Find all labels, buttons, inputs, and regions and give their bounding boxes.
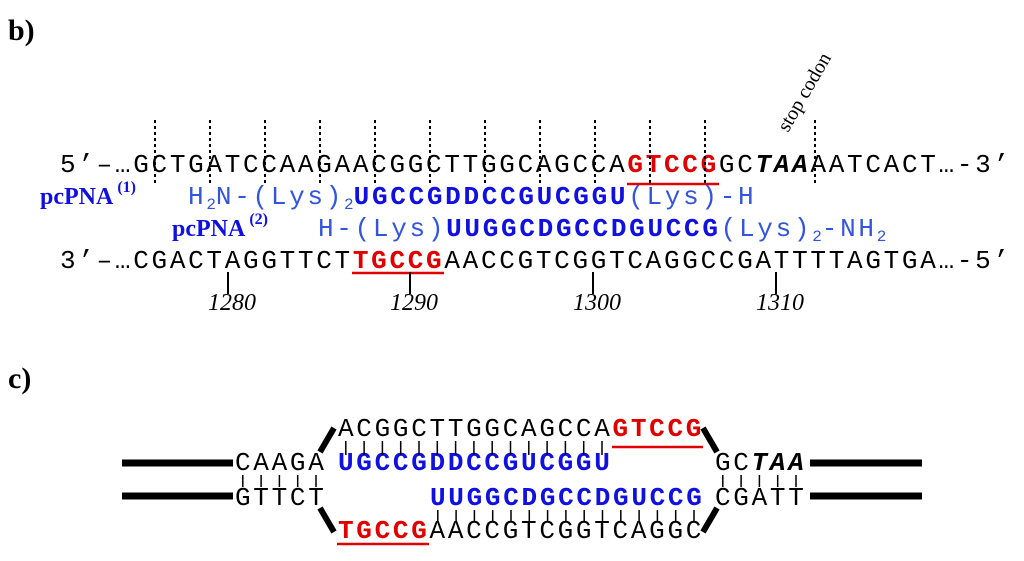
row3: GTTCT bbox=[235, 483, 327, 513]
seq: CAAGA bbox=[235, 448, 327, 478]
n-term: N-(Lys) bbox=[216, 182, 344, 212]
seq: AATCACT…-3’ bbox=[810, 150, 1011, 180]
n-term: H bbox=[188, 182, 206, 212]
site: TGCCG bbox=[338, 516, 430, 546]
site: GTCCG bbox=[613, 414, 705, 444]
stop-codon-label: stop codon bbox=[773, 49, 836, 136]
bottom-strand: 3’–…CGACTAGGTTCTTGCCGAACCGTCGGTCAGGCCGAT… bbox=[60, 246, 1012, 276]
panel-label: c) bbox=[8, 362, 31, 395]
c-term: (Lys)-H bbox=[628, 182, 756, 212]
position-label: 1290 bbox=[390, 290, 438, 316]
c-term: -NH bbox=[822, 214, 877, 244]
seq: ACGGCTTGGCAGCCA bbox=[338, 414, 613, 444]
seq: AACCGTCGGTCAGGC bbox=[430, 516, 705, 546]
row4: TGCCGAACCGTCGGTCAGGC bbox=[338, 516, 704, 546]
pna-seq: UUGGCDGCCDGUCCG bbox=[446, 214, 721, 244]
pna1: H2N-(Lys)2UGCCGDDCCGUCGGU(Lys)-H bbox=[188, 182, 756, 214]
seq: 5’–…GCTGATCCAAGAACGGCTTGGCAGCCA bbox=[60, 150, 627, 180]
top-strand: 5’–…GCTGATCCAAGAACGGCTTGGCAGCCAGTCCGGCTA… bbox=[60, 150, 1012, 180]
stop: TAA bbox=[756, 150, 811, 180]
duplex-arms bbox=[122, 426, 922, 534]
sub: 2 bbox=[344, 196, 354, 214]
pna-label: pcPNA (1) bbox=[40, 179, 136, 210]
sub: 2 bbox=[812, 228, 822, 246]
n-term: H-(Lys) bbox=[318, 214, 446, 244]
bulge bbox=[700, 506, 720, 534]
name: pcPNA bbox=[40, 184, 114, 210]
seq: 3’–…CGACTAGGTTCT bbox=[60, 246, 353, 276]
c-term: (Lys) bbox=[721, 214, 813, 244]
row3-pna: UUGGCDGCCDGUCCG bbox=[430, 483, 705, 513]
stop: TAA bbox=[752, 448, 807, 478]
sub: 2 bbox=[206, 196, 216, 214]
bulge bbox=[700, 426, 720, 454]
pna-label: pcPNA (2) bbox=[172, 211, 268, 242]
index: (2) bbox=[249, 211, 268, 228]
position-label: 1300 bbox=[573, 290, 621, 316]
position-label: 1280 bbox=[208, 290, 256, 316]
sub: 2 bbox=[877, 228, 887, 246]
pna-seq: UGCCGDDCCGUCGGU bbox=[354, 182, 629, 212]
site: GTCCG bbox=[627, 150, 719, 180]
bulge bbox=[317, 506, 337, 534]
row2: CAAGA bbox=[235, 448, 327, 478]
pna2: H-(Lys)UUGGCDGCCDGUCCG(Lys)2-NH2 bbox=[318, 214, 886, 246]
row2-right: GCTAA bbox=[715, 448, 807, 478]
row3-right: CGATT bbox=[715, 483, 807, 513]
panel-label: b) bbox=[8, 14, 35, 47]
position-label: 1310 bbox=[756, 290, 804, 316]
name: pcPNA bbox=[172, 216, 246, 242]
seq: GC bbox=[715, 448, 752, 478]
bulge bbox=[317, 426, 337, 454]
row2-pna: UGCCGDDCCGUCGGU bbox=[338, 448, 613, 478]
index: (1) bbox=[117, 179, 136, 196]
row1: ACGGCTTGGCAGCCAGTCCG bbox=[338, 414, 704, 444]
site: TGCCG bbox=[353, 246, 445, 276]
seq: GC bbox=[719, 150, 756, 180]
seq: AACCGTCGGTCAGGCCGATTTTAGTGA…-5’ bbox=[444, 246, 1011, 276]
